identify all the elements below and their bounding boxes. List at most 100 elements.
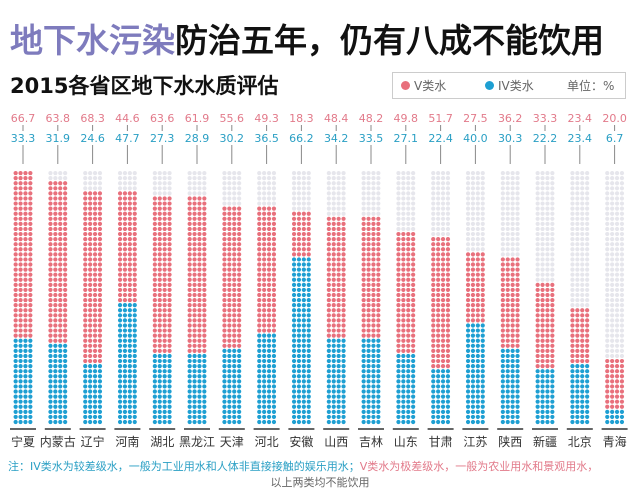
dot-empty (545, 267, 550, 272)
dot-iv (187, 409, 192, 414)
dot-v (610, 394, 615, 399)
dot-iv (28, 343, 33, 348)
dot-iv (505, 414, 510, 420)
dot-v (262, 231, 267, 237)
dot-iv (97, 389, 103, 394)
dot-v (63, 181, 68, 186)
dot-v (500, 318, 505, 323)
dot-v (232, 308, 237, 313)
dot-iv (132, 338, 137, 343)
dot-iv (465, 389, 471, 394)
dot-v (535, 343, 540, 348)
dot-empty (306, 196, 311, 201)
dot-v (605, 384, 610, 389)
dot-iv (326, 414, 331, 420)
dot-v (53, 318, 58, 323)
dot-empty (614, 313, 620, 318)
dot-v (605, 374, 610, 379)
dot-empty (301, 186, 306, 191)
dot-empty (465, 170, 471, 176)
dot-empty (535, 196, 540, 201)
dot-empty (237, 176, 242, 181)
dot-empty (336, 201, 341, 206)
dot-iv (371, 353, 376, 359)
dot-iv (465, 364, 471, 369)
dot-empty (257, 176, 262, 181)
dot-iv (306, 394, 311, 399)
dot-iv (122, 343, 128, 348)
dot-v (580, 358, 585, 364)
dot-v (237, 211, 242, 216)
dot-v (48, 308, 53, 313)
dot-iv (331, 394, 336, 399)
dot-v (232, 247, 237, 252)
dot-v (431, 297, 436, 303)
dot-v (23, 186, 28, 191)
dot-empty (445, 211, 451, 216)
dot-empty (500, 216, 505, 221)
dot-v (92, 308, 98, 313)
dot-iv (535, 369, 540, 374)
dot-empty (306, 176, 311, 181)
dot-iv (237, 353, 242, 359)
dot-iv (475, 364, 480, 369)
dot-empty (202, 181, 207, 186)
dot-empty (585, 186, 590, 191)
dot-v (510, 297, 515, 303)
dot-iv (152, 358, 157, 364)
dot-empty (510, 221, 515, 226)
dot-v (257, 277, 262, 282)
dot-iv (401, 353, 406, 359)
dot-v (271, 328, 277, 333)
dot-iv (117, 379, 123, 384)
dot-v (465, 257, 471, 262)
legend-item-iv: IV类水 (485, 77, 534, 94)
dot-empty (580, 292, 585, 298)
dot-iv (58, 414, 63, 420)
dot-iv (237, 414, 242, 420)
dot-empty (510, 211, 515, 216)
dot-v (436, 292, 441, 298)
dot-empty (436, 231, 441, 237)
dot-iv (237, 399, 242, 404)
dot-v (266, 318, 272, 323)
dot-empty (470, 191, 476, 196)
dot-v (505, 262, 510, 267)
dot-empty (306, 181, 311, 186)
dot-iv (18, 389, 23, 394)
dot-v (401, 333, 406, 338)
dot-iv (88, 399, 93, 404)
dot-v (202, 343, 207, 348)
dot-iv (331, 374, 336, 379)
dot-v (48, 211, 53, 216)
dot-iv (326, 384, 331, 389)
dot-iv (500, 379, 505, 384)
dot-v (262, 242, 267, 247)
dot-iv (535, 409, 540, 414)
dot-iv (550, 389, 555, 394)
dot-v (202, 348, 207, 353)
dot-empty (580, 170, 585, 176)
dot-iv (192, 409, 197, 414)
dot-iv (53, 419, 58, 425)
dot-v (197, 267, 202, 272)
dot-v (550, 297, 555, 303)
legend-iv-label: IV类水 (498, 79, 534, 93)
dot-v (262, 247, 267, 252)
dot-iv (540, 379, 545, 384)
dot-iv (505, 389, 510, 394)
dot-iv (396, 414, 401, 420)
dot-iv (97, 384, 103, 389)
dot-iv (440, 389, 446, 394)
dot-empty (396, 206, 401, 211)
dot-empty (431, 181, 436, 186)
dot-empty (540, 186, 545, 191)
dot-empty (535, 231, 540, 237)
dot-iv (366, 419, 371, 425)
v-value-label: 27.5 (463, 112, 488, 125)
dot-iv (187, 364, 192, 369)
dot-empty (585, 242, 590, 247)
dot-empty (619, 292, 625, 298)
dot-iv (436, 409, 441, 414)
dot-iv (127, 389, 132, 394)
